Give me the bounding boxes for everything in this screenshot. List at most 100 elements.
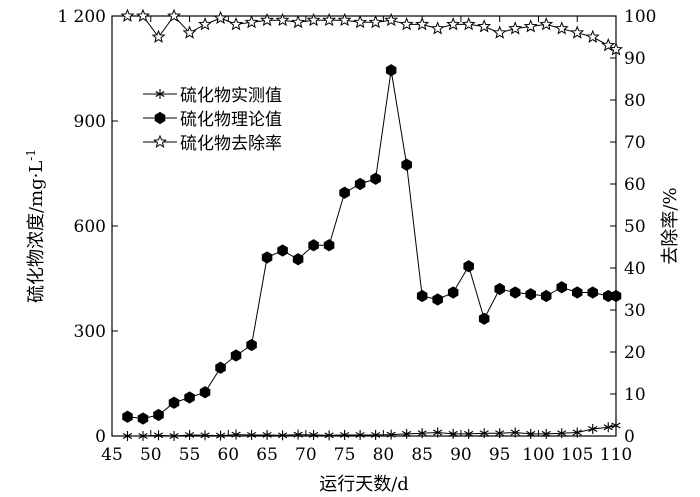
x-tick-label: 55 xyxy=(179,445,201,465)
data-point-removal-rate xyxy=(430,21,445,35)
data-point-measured xyxy=(479,428,489,439)
data-point-theoretical xyxy=(370,172,381,185)
data-point-theoretical xyxy=(308,239,319,252)
y-right-tick-label: 100 xyxy=(624,7,656,27)
x-tick-label: 110 xyxy=(600,445,632,465)
plot-frame xyxy=(111,15,617,437)
legend-item-measured: 硫化物实测值 xyxy=(143,86,282,106)
data-point-theoretical xyxy=(153,408,164,422)
data-point-theoretical xyxy=(184,391,195,404)
data-point-measured xyxy=(557,428,567,439)
x-tick-label: 45 xyxy=(101,445,123,465)
data-point-measured xyxy=(588,424,598,434)
data-point-removal-rate xyxy=(275,12,290,27)
x-axis-label: 运行天数/d xyxy=(319,474,409,495)
data-point-measured xyxy=(464,428,474,439)
legend-swatch-marker xyxy=(154,111,166,125)
legend-item-theoretical: 硫化物理论值 xyxy=(143,110,282,130)
data-point-theoretical xyxy=(416,289,428,303)
data-point-theoretical xyxy=(610,289,622,303)
data-point-theoretical xyxy=(494,282,505,296)
data-point-measured xyxy=(308,429,319,440)
legend-swatch-removal-rate xyxy=(143,134,177,148)
data-point-theoretical xyxy=(478,312,490,325)
x-tick-label: 90 xyxy=(450,445,472,465)
data-point-theoretical xyxy=(137,412,149,425)
data-point-removal-rate xyxy=(608,42,624,56)
y-right-tick-label: 0 xyxy=(624,427,635,447)
legend-item-removal-rate: 硫化物去除率 xyxy=(143,134,282,154)
data-point-removal-rate xyxy=(508,21,523,35)
data-point-measured xyxy=(402,428,412,439)
data-point-theoretical xyxy=(447,286,459,299)
x-tick-label: 50 xyxy=(140,445,162,465)
data-point-measured xyxy=(603,422,613,433)
data-point-theoretical xyxy=(230,349,242,362)
y-right-tick-label: 70 xyxy=(624,133,646,153)
data-point-theoretical xyxy=(463,260,474,273)
data-point-removal-rate xyxy=(337,12,352,27)
data-point-theoretical xyxy=(385,64,397,77)
data-point-removal-rate xyxy=(461,17,476,31)
y-right-tick-label: 10 xyxy=(624,385,646,405)
data-point-measured xyxy=(448,428,458,439)
data-point-removal-rate xyxy=(601,38,616,52)
data-point-measured xyxy=(433,427,443,438)
data-point-theoretical xyxy=(292,253,304,266)
data-point-removal-rate xyxy=(368,14,383,29)
data-point-theoretical xyxy=(540,289,552,303)
data-point-removal-rate xyxy=(523,19,538,33)
legend: 硫化物实测值 硫化物理论值 硫化物去除率 xyxy=(143,86,282,154)
y-right-tick-label: 80 xyxy=(624,91,646,111)
data-point-theoretical xyxy=(432,293,443,306)
data-point-removal-rate xyxy=(477,19,492,33)
data-point-measured xyxy=(572,427,582,438)
data-point-theoretical xyxy=(215,361,226,374)
data-point-removal-rate xyxy=(182,25,197,39)
series-theoretical xyxy=(122,64,622,425)
legend-label-theoretical: 硫化物理论值 xyxy=(180,110,282,130)
data-point-removal-rate xyxy=(136,8,151,22)
data-point-removal-rate xyxy=(244,14,259,29)
data-point-removal-rate xyxy=(229,17,244,31)
legend-swatch-marker xyxy=(152,134,168,148)
data-point-theoretical xyxy=(323,239,335,252)
x-tick-label: 75 xyxy=(334,445,356,465)
y-left-tick-label: 0 xyxy=(95,427,106,447)
y-right-tick-label: 60 xyxy=(624,175,646,195)
data-point-measured xyxy=(277,430,288,441)
data-point-removal-rate xyxy=(213,10,228,25)
data-point-measured xyxy=(495,428,505,439)
series-removal-rate xyxy=(120,8,624,56)
y-left-tick-label: 1 200 xyxy=(57,7,106,27)
data-point-theoretical xyxy=(587,286,598,299)
data-point-theoretical xyxy=(571,286,583,299)
data-point-theoretical xyxy=(168,396,180,409)
data-point-removal-rate xyxy=(446,17,461,31)
data-point-measured xyxy=(340,429,350,440)
data-point-removal-rate xyxy=(585,29,600,43)
data-point-theoretical xyxy=(277,244,288,257)
data-point-measured xyxy=(184,429,195,440)
data-point-measured xyxy=(122,431,133,441)
data-point-measured xyxy=(371,429,381,440)
y-right-tick-label: 90 xyxy=(624,49,646,69)
y-axis-right-label: 去除率/% xyxy=(660,187,681,264)
data-point-measured xyxy=(200,430,210,441)
data-point-measured xyxy=(417,428,427,439)
data-point-measured xyxy=(293,429,303,440)
y-right-tick-label: 30 xyxy=(624,301,646,321)
y-left-tick-label: 900 xyxy=(74,112,106,132)
x-tick-label: 65 xyxy=(256,445,278,465)
data-point-removal-rate xyxy=(151,29,166,43)
y-left-tick-label: 600 xyxy=(74,217,106,237)
data-point-removal-rate xyxy=(399,17,414,31)
y-axis-left-label: 硫化物浓度/mg·L-1 xyxy=(24,149,47,303)
data-point-measured xyxy=(246,429,257,440)
data-point-measured xyxy=(541,428,551,439)
data-point-theoretical xyxy=(122,410,133,423)
series-group xyxy=(120,8,624,441)
legend-label-removal-rate: 硫化物去除率 xyxy=(180,134,282,154)
data-point-removal-rate xyxy=(322,12,337,27)
